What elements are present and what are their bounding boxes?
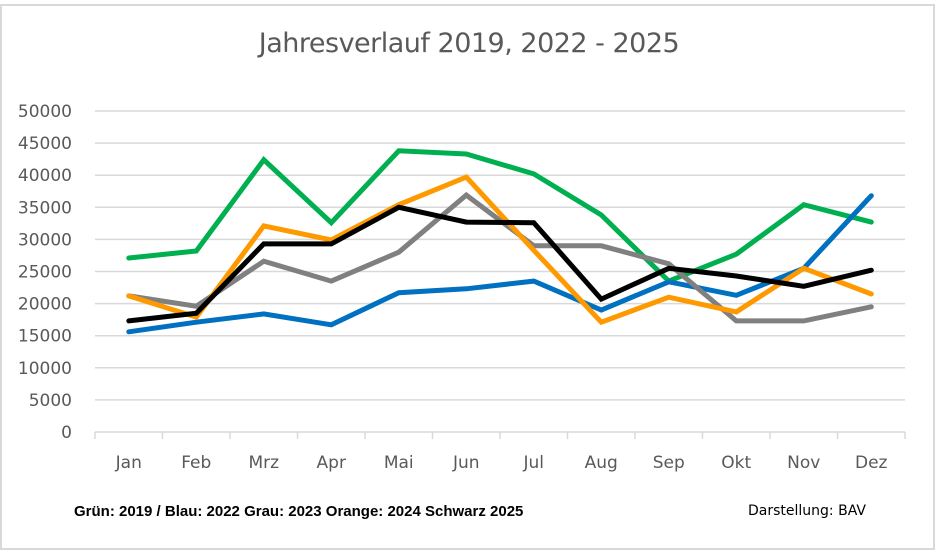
x-tick-label: Aug (585, 453, 618, 473)
x-tick-label: Dez (855, 453, 888, 473)
credit-note: Darstellung: BAV (748, 503, 866, 519)
x-tick-label: Okt (721, 453, 751, 473)
x-tick-label: Apr (317, 453, 346, 473)
y-tick-label: 15000 (18, 327, 72, 347)
x-tick-label: Nov (787, 453, 820, 473)
series-line-2024 (126, 174, 874, 326)
x-tick-label: Jun (452, 453, 480, 473)
y-tick-label: 50000 (18, 102, 72, 122)
series-line-2019 (126, 148, 874, 285)
x-tick-label: Jul (522, 453, 544, 473)
gridlines (95, 110, 905, 401)
y-tick-label: 0 (61, 423, 72, 443)
y-tick-label: 20000 (18, 295, 72, 315)
series-lines (126, 148, 874, 335)
x-axis: Jan Feb Mrz Apr Mai Jun Jul Aug Sep Okt Nov Dez (94, 431, 906, 473)
chart-title: Jahresverlauf 2019, 2022 - 2025 (258, 28, 680, 59)
x-tick-label: Sep (653, 453, 685, 473)
series-line-2025 (126, 204, 874, 324)
x-tick-label: Mai (384, 453, 414, 473)
y-tick-label: 35000 (18, 198, 72, 218)
x-tick-label: Mrz (248, 453, 279, 473)
y-tick-label: 40000 (18, 166, 72, 186)
series-line-2022 (126, 193, 874, 335)
legend-note: Grün: 2019 / Blau: 2022 Grau: 2023 Orang… (74, 503, 524, 520)
x-tick-label: Feb (181, 453, 211, 473)
y-tick-label: 30000 (18, 230, 72, 250)
y-tick-label: 45000 (18, 134, 72, 154)
y-tick-label: 25000 (18, 263, 72, 283)
x-tick-label: Jan (115, 453, 142, 473)
y-tick-label: 10000 (18, 359, 72, 379)
y-tick-label: 5000 (29, 391, 72, 411)
y-axis: 0 5000 10000 15000 20000 25000 30000 35000 40000… (18, 102, 72, 443)
